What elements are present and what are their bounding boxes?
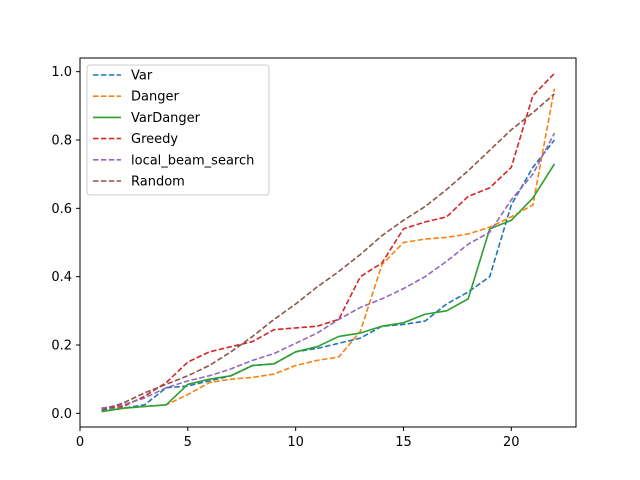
series-line-local-beam-search (101, 132, 556, 410)
y-tick-label: 0.2 (51, 339, 72, 354)
legend-label-greedy: Greedy (131, 132, 178, 147)
y-tick-label: 0.6 (51, 202, 72, 217)
x-tick-label: 5 (184, 435, 192, 450)
legend: VarDangerVarDangerGreedylocal_beam_searc… (86, 64, 270, 196)
legend-label-danger: Danger (131, 90, 179, 105)
x-tick-label: 15 (395, 435, 412, 450)
series-line-random (101, 93, 555, 411)
y-tick-label: 0.4 (51, 270, 72, 285)
x-tick-label: 20 (503, 435, 520, 450)
series-line-greedy (101, 72, 556, 410)
legend-box (86, 64, 270, 196)
legend-label-local-beam-search: local_beam_search (131, 153, 254, 168)
x-tick-label: 0 (76, 435, 84, 450)
plot-lines (101, 72, 556, 413)
y-tick-label: 0.8 (51, 134, 72, 149)
x-tick-label: 10 (287, 435, 304, 450)
y-axis: 0.0 0.2 0.4 0.6 0.8 1.0 (51, 65, 80, 422)
y-tick-label: 0.0 (51, 407, 72, 422)
x-axis: 0 5 10 15 20 (76, 427, 520, 450)
series-line-var (101, 139, 556, 411)
legend-label-random: Random (131, 175, 185, 190)
y-tick-label: 1.0 (51, 65, 72, 80)
legend-label-var: Var (131, 69, 153, 84)
legend-label-vardanger: VarDanger (131, 111, 201, 126)
series-line-vardanger (101, 163, 556, 413)
axes-frame (79, 57, 577, 428)
